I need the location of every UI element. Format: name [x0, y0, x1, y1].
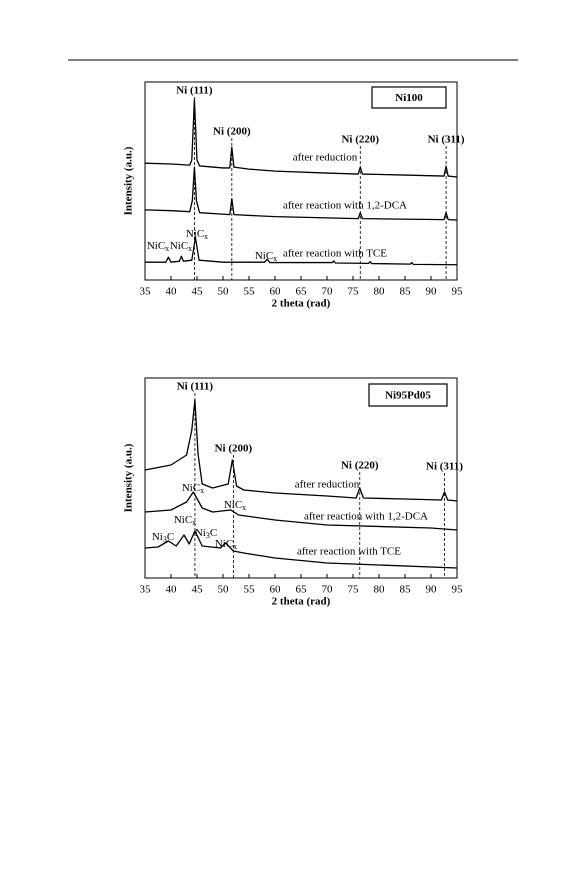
- sample-box: [371, 86, 447, 109]
- x-tick-label: 95: [452, 584, 464, 596]
- spectrum-line: [144, 166, 458, 221]
- x-tick-label: 85: [400, 584, 412, 596]
- x-tick-label: 45: [192, 286, 204, 298]
- spectrum-line: [144, 530, 458, 569]
- series-label: after reaction with 1,2-DCA: [304, 511, 428, 523]
- x-tick-label: 55: [244, 584, 256, 596]
- phase-annotation: NiCx: [170, 240, 192, 253]
- x-tick-label: 90: [426, 286, 438, 298]
- x-tick-label: 60: [270, 584, 282, 596]
- x-axis-label: 2 theta (rad): [272, 298, 331, 310]
- x-tick-label: 65: [296, 584, 308, 596]
- x-tick-label: 75: [348, 286, 360, 298]
- series-label: after reaction with TCE: [297, 546, 401, 558]
- peak-label: Ni (200): [215, 443, 253, 455]
- sample-label: Ni100: [395, 92, 423, 104]
- peak-label: Ni (200): [213, 126, 251, 138]
- x-tick-label: 50: [218, 286, 230, 298]
- phase-annotation: NiCx: [224, 499, 246, 512]
- x-tick-label: 70: [322, 584, 334, 596]
- x-tick-label: 95: [452, 286, 464, 298]
- peak-label: Ni (311): [428, 134, 465, 146]
- x-tick-label: 70: [322, 286, 334, 298]
- peak-label: Ni (111): [176, 85, 213, 97]
- spectrum-line: [144, 399, 458, 502]
- x-tick-label: 55: [244, 286, 256, 298]
- series-label: after reaction with TCE: [283, 248, 387, 260]
- phase-annotation: NiCx: [255, 250, 277, 263]
- x-tick-label: 45: [192, 584, 204, 596]
- spectrum-line: [144, 99, 458, 178]
- series-label: after reaction with 1,2-DCA: [283, 200, 407, 212]
- x-tick-label: 35: [140, 584, 152, 596]
- x-tick-label: 65: [296, 286, 308, 298]
- peak-label: Ni (311): [426, 461, 463, 473]
- phase-annotation: NiCx: [186, 228, 208, 241]
- y-axis-label: Intensity (a.u.): [123, 443, 135, 512]
- phase-annotation: NiCx: [174, 514, 196, 527]
- spectrum-line: [144, 491, 458, 531]
- series-label: after reduction: [293, 152, 358, 164]
- sample-box: [368, 383, 448, 407]
- x-tick-label: 40: [166, 286, 178, 298]
- x-tick-label: 50: [218, 584, 230, 596]
- phase-annotation: Ni3C: [195, 527, 217, 540]
- x-tick-label: 40: [166, 584, 178, 596]
- x-tick-label: 80: [374, 584, 386, 596]
- x-tick-label: 35: [140, 286, 152, 298]
- peak-label: Ni (220): [341, 134, 379, 146]
- phase-annotation: Ni3C: [152, 531, 174, 544]
- phase-annotation: NiCx: [215, 538, 237, 551]
- x-tick-label: 85: [400, 286, 412, 298]
- sample-label: Ni95Pd05: [385, 390, 431, 402]
- series-label: after reduction: [295, 479, 360, 491]
- x-tick-label: 60: [270, 286, 282, 298]
- x-axis-label: 2 theta (rad): [272, 596, 331, 608]
- y-axis-label: Intensity (a.u.): [123, 146, 135, 215]
- x-tick-label: 75: [348, 584, 360, 596]
- phase-annotation: NiCx: [147, 240, 169, 253]
- peak-label: Ni (111): [177, 381, 214, 393]
- spectrum-line: [145, 236, 458, 266]
- x-tick-label: 80: [374, 286, 386, 298]
- peak-label: Ni (220): [341, 460, 379, 472]
- x-tick-label: 90: [426, 584, 438, 596]
- phase-annotation: NiCx: [182, 482, 204, 495]
